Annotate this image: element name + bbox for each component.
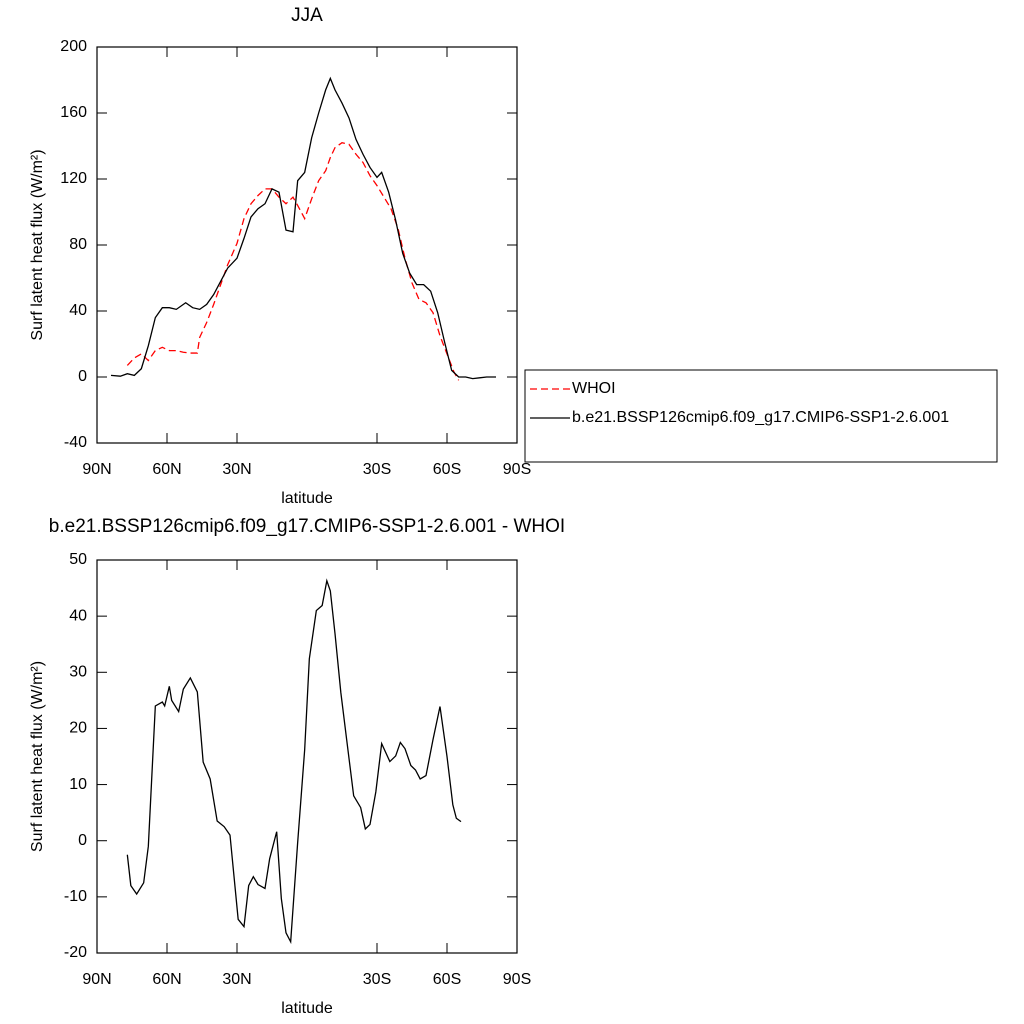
y-tick-label: -20 <box>64 944 87 961</box>
x-tick-label: 60S <box>433 461 461 478</box>
x-tick-label: 60N <box>152 461 181 478</box>
x-tick-label: 60S <box>433 971 461 988</box>
y-tick-label: 50 <box>69 551 87 568</box>
chart-title: JJA <box>291 5 323 26</box>
y-tick-label: 20 <box>69 720 87 737</box>
data-line <box>110 76 496 380</box>
plot-frame <box>96 559 518 954</box>
chart-title: b.e21.BSSP126cmip6.f09_g17.CMIP6-SSP1-2.… <box>49 516 565 537</box>
y-tick-label: 40 <box>69 607 87 624</box>
y-tick-label: 160 <box>60 104 87 121</box>
y-tick-label: -40 <box>64 434 87 451</box>
y-tick-label: 30 <box>69 664 87 681</box>
data-line <box>126 142 460 381</box>
x-tick-label: 30N <box>222 461 251 478</box>
y-tick-label: -10 <box>64 888 87 905</box>
x-tick-label: 90S <box>503 971 531 988</box>
x-tick-label: 90N <box>82 971 111 988</box>
y-tick-label: 120 <box>60 170 87 187</box>
y-axis-label: Surf latent heat flux (W/m²) <box>29 149 46 340</box>
x-tick-label: 30S <box>363 461 391 478</box>
x-tick-label: 90S <box>503 461 531 478</box>
legend-box <box>524 369 998 463</box>
x-tick-label: 30N <box>222 971 251 988</box>
y-tick-label: 10 <box>69 776 87 793</box>
x-axis-label: latitude <box>281 1000 333 1017</box>
y-axis-label: Surf latent heat flux (W/m²) <box>29 661 46 852</box>
legend-label: WHOI <box>572 380 616 397</box>
y-tick-label: 0 <box>78 832 87 849</box>
data-line <box>126 578 462 945</box>
y-tick-label: 40 <box>69 302 87 319</box>
y-tick-label: 80 <box>69 236 87 253</box>
legend-label: b.e21.BSSP126cmip6.f09_g17.CMIP6-SSP1-2.… <box>572 409 949 426</box>
x-axis-label: latitude <box>281 490 333 507</box>
x-tick-label: 30S <box>363 971 391 988</box>
plot-frame <box>96 46 518 444</box>
y-tick-label: 200 <box>60 38 87 55</box>
x-tick-label: 90N <box>82 461 111 478</box>
y-tick-label: 0 <box>78 368 87 385</box>
x-tick-label: 60N <box>152 971 181 988</box>
